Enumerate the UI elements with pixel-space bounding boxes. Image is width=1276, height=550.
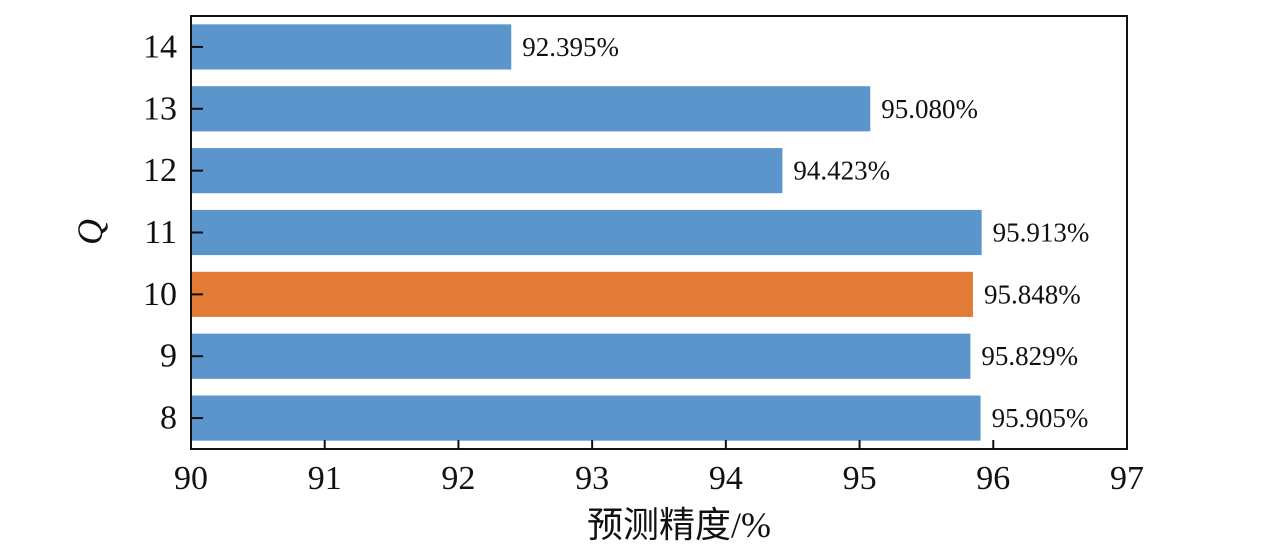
x-tick-label: 92: [441, 460, 475, 497]
x-tick-label: 96: [976, 460, 1010, 497]
x-tick-label: 94: [709, 460, 743, 497]
y-tick-label: 9: [160, 338, 177, 375]
data-label-q-12: 94.423%: [793, 156, 890, 186]
data-label-q-11: 95.913%: [993, 218, 1090, 248]
bar-q-10: [191, 271, 973, 317]
data-label-q-13: 95.080%: [881, 94, 978, 124]
bar-q-11: [191, 209, 982, 256]
y-tick-label: 12: [143, 152, 177, 189]
x-axis: 90 91 92 93 94 95 96 97: [174, 440, 1144, 497]
data-label-q-8: 95.905%: [992, 403, 1089, 433]
bar-q-9: [191, 333, 971, 379]
data-label-q-14: 92.395%: [522, 32, 619, 62]
bar-q-14: [191, 24, 512, 70]
x-axis-title: 预测精度/%: [587, 505, 771, 545]
x-tick-label: 97: [1110, 460, 1144, 497]
y-axis: 8 9 10 11 12 13 14: [143, 28, 203, 437]
y-tick-label: 11: [144, 214, 177, 251]
y-tick-label: 8: [160, 400, 177, 437]
y-tick-label: 13: [143, 90, 177, 127]
data-labels-group: 95.905% 95.829% 95.848% 95.913% 94.423% 95.08…: [522, 32, 1089, 433]
y-tick-label: 10: [143, 276, 177, 313]
bars-group: [191, 24, 982, 441]
x-tick-label: 93: [575, 460, 609, 497]
y-tick-label: 14: [143, 28, 177, 65]
bar-q-13: [191, 86, 871, 132]
y-axis-title: Q: [70, 219, 110, 245]
bar-q-8: [191, 395, 981, 441]
data-label-q-9: 95.829%: [981, 341, 1078, 371]
bar-q-12: [191, 148, 783, 194]
x-tick-label: 91: [308, 460, 342, 497]
x-tick-label: 95: [843, 460, 877, 497]
data-label-q-10: 95.848%: [984, 279, 1081, 309]
x-tick-label: 90: [174, 460, 208, 497]
